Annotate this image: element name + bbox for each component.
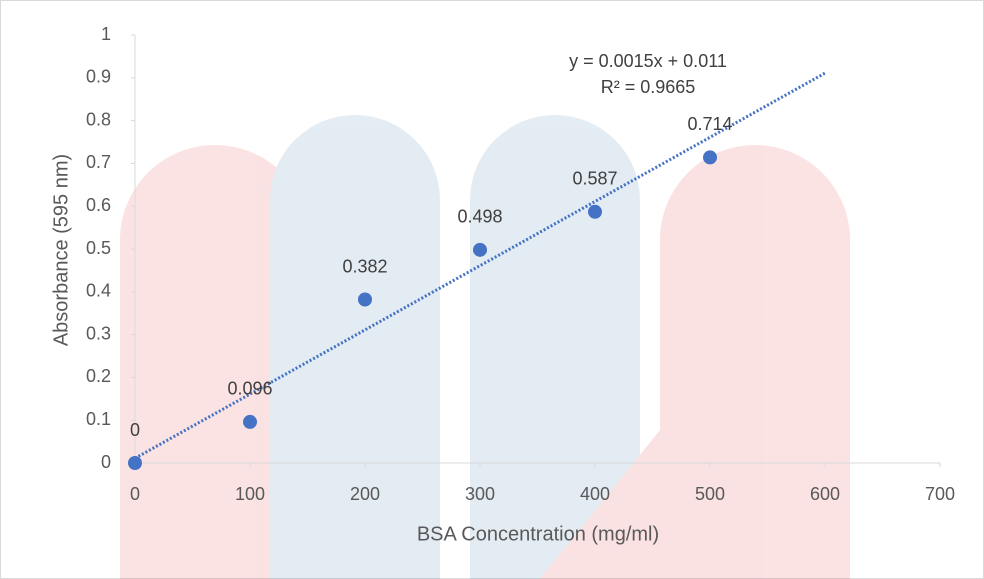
y-tick-label: 0.3 — [86, 323, 111, 343]
point — [703, 150, 717, 165]
y-tick-label: 0.6 — [86, 195, 111, 215]
x-tick-label: 500 — [695, 484, 725, 504]
y-tick-label: 0.9 — [86, 67, 111, 87]
point — [243, 414, 257, 429]
x-tick-label: 300 — [465, 484, 495, 504]
data-label: 0.714 — [687, 114, 732, 134]
data-label: 0.587 — [572, 169, 617, 189]
y-tick-label: 1 — [101, 24, 111, 44]
y-tick-label: 0 — [101, 452, 111, 472]
watermark — [120, 115, 850, 579]
data-label: 0.498 — [457, 207, 502, 227]
y-tick-label: 0.1 — [86, 409, 111, 429]
x-tick-label: 0 — [130, 484, 140, 504]
point — [128, 456, 142, 470]
y-tick-label: 0.7 — [86, 152, 111, 172]
y-axis-title: Absorbance (595 nm) — [50, 154, 72, 346]
y-tick-label: 0.2 — [86, 366, 111, 386]
x-tick-label: 700 — [925, 484, 955, 504]
data-label: 0 — [130, 420, 140, 440]
x-axis-title: BSA Concentration (mg/ml) — [417, 523, 659, 545]
trendline-r-squared: R² = 0.9665 — [601, 77, 696, 97]
x-tick-label: 100 — [235, 484, 265, 504]
point — [588, 204, 602, 219]
x-tick-label: 200 — [350, 484, 380, 504]
x-tick-label: 600 — [810, 484, 840, 504]
x-tick-label: 400 — [580, 484, 610, 504]
y-tick-label: 0.5 — [86, 238, 111, 258]
data-label: 0.382 — [342, 256, 387, 276]
trendline-equation: y = 0.0015x + 0.011 — [569, 51, 727, 71]
y-tick-label: 0.8 — [86, 109, 111, 129]
point — [473, 242, 487, 257]
point — [358, 292, 372, 307]
y-tick-label: 0.4 — [86, 281, 111, 301]
data-label: 0.096 — [227, 379, 272, 399]
